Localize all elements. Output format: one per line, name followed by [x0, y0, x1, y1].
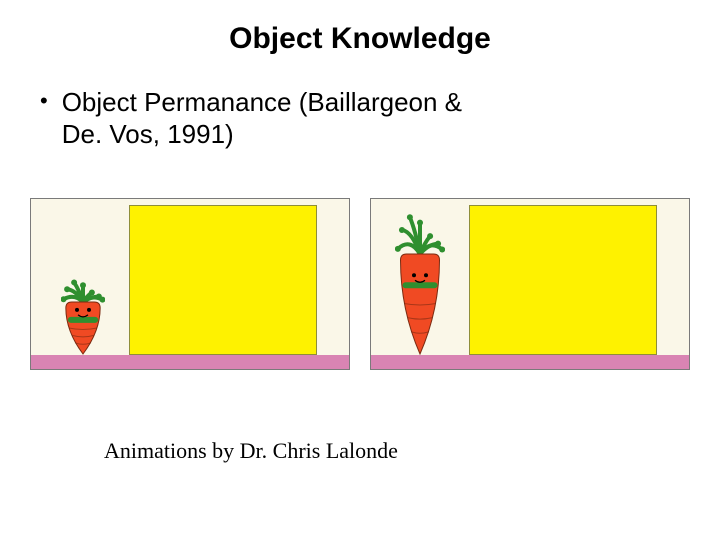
bullet-item: • Object Permanance (Baillargeon & De. V…	[40, 86, 680, 150]
slide: Object Knowledge • Object Permanance (Ba…	[0, 0, 720, 540]
slide-title: Object Knowledge	[0, 22, 720, 56]
panel-left-ground	[31, 355, 349, 369]
bullet-marker: •	[40, 86, 48, 116]
short-carrot-icon	[61, 277, 105, 355]
credit-text: Animations by Dr. Chris Lalonde	[104, 438, 398, 464]
title-text: Object Knowledge	[229, 22, 491, 55]
credit-label: Animations by Dr. Chris Lalonde	[104, 438, 398, 463]
bullet-text: Object Permanance (Baillargeon & De. Vos…	[62, 86, 462, 150]
bullet-line-1: Object Permanance (Baillargeon &	[62, 87, 462, 117]
illustration-panels	[30, 198, 690, 370]
panel-left-occluder	[129, 205, 317, 355]
panel-right-ground	[371, 355, 689, 369]
bullet-line-2: De. Vos, 1991)	[62, 119, 234, 149]
panel-right	[370, 198, 690, 370]
panel-left	[30, 198, 350, 370]
tall-carrot-icon	[395, 207, 445, 355]
panel-right-occluder	[469, 205, 657, 355]
